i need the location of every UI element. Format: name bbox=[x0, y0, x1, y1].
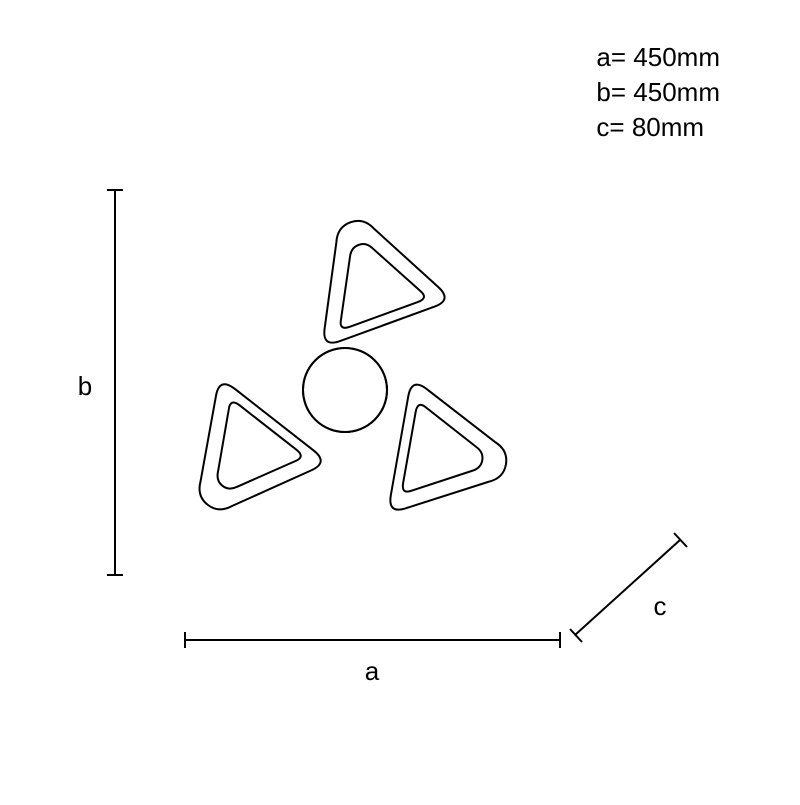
legend-a: a= 450mm bbox=[596, 40, 720, 75]
triangle-blade-1 bbox=[291, 201, 447, 346]
dimension-c: c bbox=[570, 533, 687, 642]
legend-c: c= 80mm bbox=[596, 110, 720, 145]
triangle-blade-2 bbox=[389, 383, 517, 526]
dimension-a: a bbox=[185, 632, 560, 686]
triangle-blade-3 bbox=[158, 381, 324, 544]
dimension-legend: a= 450mm b= 450mm c= 80mm bbox=[596, 40, 720, 145]
legend-b: b= 450mm bbox=[596, 75, 720, 110]
dim-c-label: c bbox=[654, 591, 667, 621]
center-hub-overlay bbox=[303, 348, 387, 432]
dimension-b: b bbox=[78, 190, 123, 575]
dim-b-label: b bbox=[78, 371, 92, 401]
dim-a-label: a bbox=[365, 656, 380, 686]
